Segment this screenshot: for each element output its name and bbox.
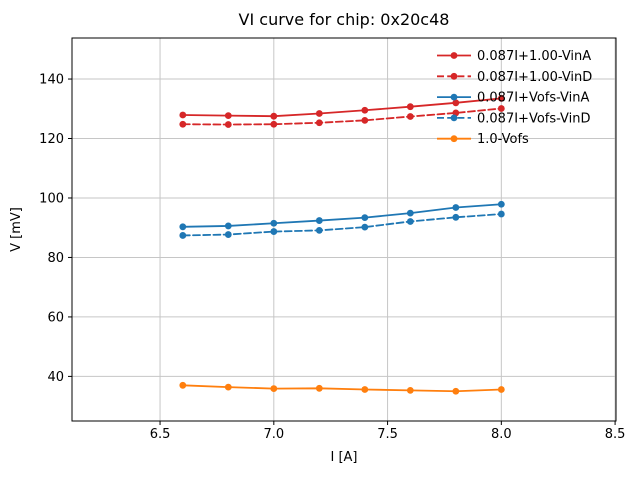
series-marker-0.087I+1.00-VinA: [452, 99, 460, 107]
series-line-0.087I+Vofs-VinD: [181, 213, 503, 237]
plot-border: [71, 37, 617, 422]
series-marker-0.087I+Vofs-VinD: [361, 223, 369, 231]
y-tick-label: 100: [39, 191, 64, 206]
legend-entry-0.087I+Vofs-VinA: 0.087I+Vofs-VinA: [437, 91, 590, 106]
x-tick-label: 7.5: [377, 427, 398, 442]
legend-label: 0.087I+1.00-VinD: [477, 70, 592, 85]
legend-label: 0.087I+1.00-VinA: [477, 49, 591, 64]
x-axis-label: I [A]: [330, 450, 357, 465]
series-marker-0.087I+Vofs-VinA: [361, 214, 369, 222]
series-line-1.0-Vofs: [181, 384, 503, 393]
y-tick-label: 120: [39, 132, 64, 147]
tick-layer: 6.5 7.0 7.5 8.0 8.5 40 60 80 100 120 140: [39, 73, 625, 442]
legend-sample-marker: [450, 135, 458, 143]
series-marker-0.087I+Vofs-VinA: [224, 222, 232, 230]
y-tick-label: 80: [47, 251, 64, 266]
series-marker-0.087I+1.00-VinA: [497, 94, 505, 102]
legend-sample-marker: [450, 114, 458, 122]
series-marker-0.087I+Vofs-VinA: [179, 223, 187, 231]
series-marker-0.087I+Vofs-VinA: [497, 200, 505, 208]
legend-label: 0.087I+Vofs-VinA: [477, 91, 590, 106]
series-marker-0.087I+Vofs-VinD: [179, 232, 187, 239]
series-marker-0.087I+1.00-VinD: [270, 120, 278, 128]
series-marker-1.0-Vofs: [315, 384, 323, 392]
series-marker-0.087I+1.00-VinD: [315, 119, 323, 127]
series-marker-0.087I+1.00-VinA: [224, 112, 232, 120]
series-marker-1.0-Vofs: [452, 387, 460, 395]
series-marker-0.087I+Vofs-VinD: [270, 228, 278, 235]
legend-label: 0.087I+Vofs-VinD: [477, 111, 591, 126]
legend-sample-marker: [450, 52, 458, 59]
series-marker-0.087I+Vofs-VinD: [452, 213, 460, 221]
y-tick-label: 140: [39, 73, 64, 88]
series-marker-0.087I+1.00-VinA: [315, 110, 323, 117]
series-marker-1.0-Vofs: [179, 381, 187, 389]
y-tick-label: 60: [47, 310, 64, 325]
series-line-0.087I+1.00-VinA: [181, 97, 503, 118]
series-marker-1.0-Vofs: [497, 386, 505, 393]
chart-title: VI curve for chip: 0x20c48: [239, 10, 450, 29]
y-tick-label: 40: [47, 370, 64, 385]
series-marker-0.087I+1.00-VinA: [270, 112, 278, 120]
legend-sample-marker: [450, 72, 458, 80]
series-marker-0.087I+Vofs-VinA: [315, 217, 323, 224]
series-marker-0.087I+1.00-VinA: [406, 103, 414, 111]
series-marker-0.087I+Vofs-VinA: [406, 209, 414, 217]
series-layer: [179, 94, 505, 395]
series-marker-0.087I+Vofs-VinA: [270, 219, 278, 227]
series-marker-0.087I+1.00-VinD: [497, 105, 505, 112]
series-marker-1.0-Vofs: [224, 383, 232, 391]
series-marker-0.087I+1.00-VinD: [224, 121, 232, 128]
legend: 0.087I+1.00-VinA 0.087I+1.00-VinD 0.087I+V…: [437, 49, 592, 147]
series-marker-0.087I+Vofs-VinA: [452, 204, 460, 211]
legend-sample-marker: [450, 93, 458, 101]
series-marker-0.087I+Vofs-VinD: [315, 226, 323, 234]
series-marker-0.087I+Vofs-VinD: [224, 231, 232, 238]
legend-label: 1.0-Vofs: [477, 132, 529, 147]
series-marker-1.0-Vofs: [406, 386, 414, 394]
legend-entry-0.087I+1.00-VinA: 0.087I+1.00-VinA: [437, 49, 591, 64]
legend-entry-1.0-Vofs: 1.0-Vofs: [437, 132, 529, 147]
series-marker-0.087I+1.00-VinD: [361, 116, 369, 124]
x-tick-label: 7.0: [263, 427, 284, 442]
series-line-0.087I+Vofs-VinA: [181, 203, 503, 228]
series-marker-0.087I+1.00-VinA: [361, 106, 369, 114]
series-marker-0.087I+Vofs-VinD: [406, 218, 414, 225]
series-marker-1.0-Vofs: [270, 385, 278, 392]
y-axis-label: V [mV]: [9, 207, 24, 252]
legend-entry-0.087I+Vofs-VinD: 0.087I+Vofs-VinD: [437, 111, 591, 126]
x-tick-label: 8.0: [491, 427, 512, 442]
series-marker-0.087I+1.00-VinD: [179, 120, 187, 128]
series-marker-0.087I+Vofs-VinD: [497, 210, 505, 218]
x-tick-label: 6.5: [150, 427, 171, 442]
series-marker-0.087I+1.00-VinA: [179, 111, 187, 119]
series-marker-1.0-Vofs: [361, 386, 369, 393]
series-marker-0.087I+1.00-VinD: [406, 113, 414, 120]
series-line-0.087I+1.00-VinD: [181, 107, 503, 126]
x-tick-label: 8.5: [605, 427, 626, 442]
legend-entry-0.087I+1.00-VinD: 0.087I+1.00-VinD: [437, 70, 592, 85]
